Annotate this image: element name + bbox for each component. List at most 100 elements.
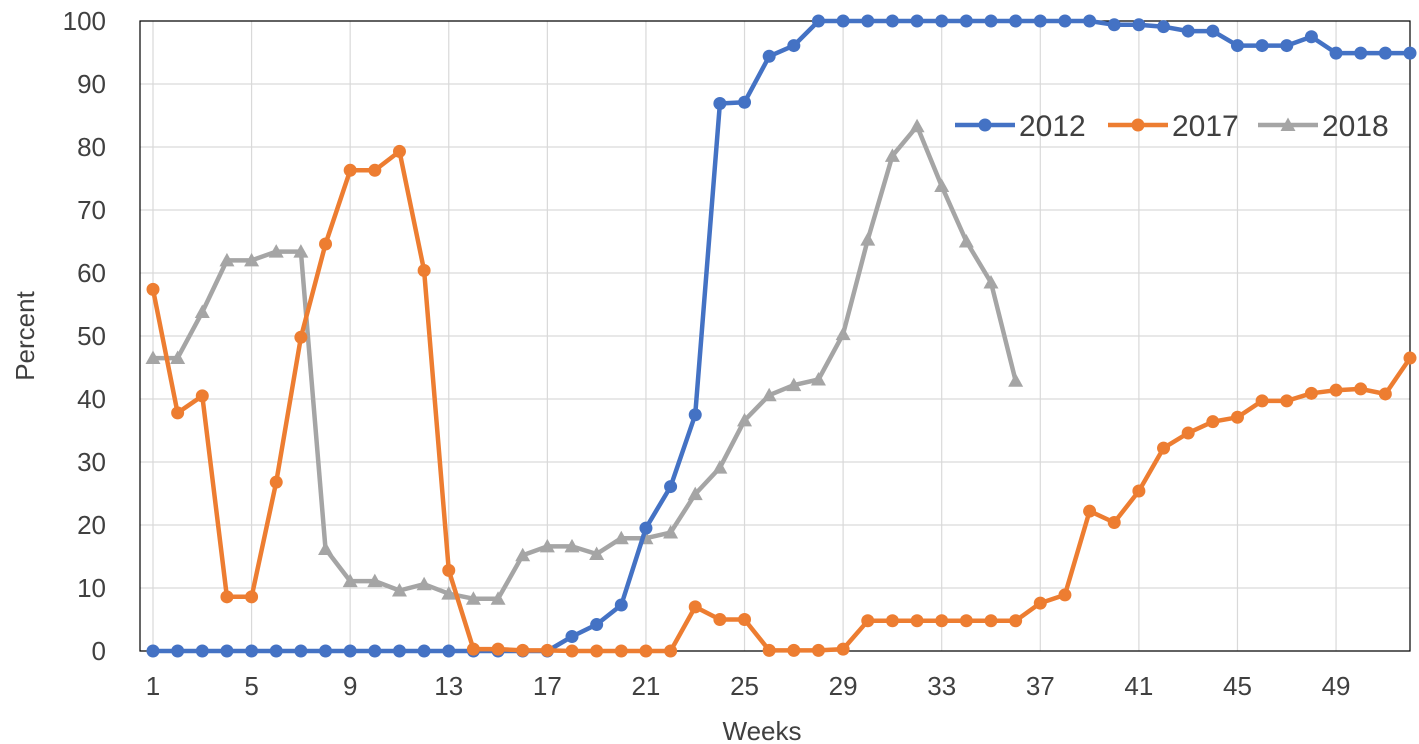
data-point-2012 bbox=[171, 644, 185, 658]
data-point-2017 bbox=[614, 644, 628, 658]
data-point-2017 bbox=[836, 642, 850, 656]
data-point-2012 bbox=[565, 630, 579, 644]
data-point-2012 bbox=[417, 644, 431, 658]
data-point-2012 bbox=[319, 644, 333, 658]
series-layer bbox=[145, 14, 1417, 658]
data-point-2018 bbox=[490, 591, 506, 605]
data-point-2018 bbox=[441, 586, 457, 600]
data-point-2012 bbox=[1280, 39, 1294, 53]
data-point-2018 bbox=[367, 573, 383, 588]
data-point-2018 bbox=[170, 350, 186, 365]
data-point-2018 bbox=[293, 244, 309, 258]
data-point-2012 bbox=[392, 644, 406, 658]
y-tick-label: 80 bbox=[77, 132, 106, 162]
data-point-2017 bbox=[1304, 386, 1318, 400]
data-point-2017 bbox=[294, 330, 308, 344]
data-point-2012 bbox=[978, 118, 992, 132]
data-point-2018 bbox=[465, 591, 481, 605]
data-point-2017 bbox=[220, 590, 234, 604]
series-line-2017 bbox=[150, 149, 1413, 654]
data-point-2018 bbox=[268, 244, 284, 258]
data-point-2017 bbox=[146, 282, 160, 296]
data-point-2012 bbox=[688, 408, 702, 422]
data-point-2018 bbox=[761, 387, 777, 402]
data-point-2017 bbox=[466, 642, 480, 656]
data-point-2018 bbox=[219, 252, 235, 267]
y-tick-label: 10 bbox=[77, 573, 106, 603]
data-point-2018 bbox=[786, 377, 802, 392]
data-point-2012 bbox=[1107, 18, 1121, 32]
data-point-2018 bbox=[515, 547, 531, 562]
data-point-2018 bbox=[958, 234, 974, 248]
data-point-2017 bbox=[1378, 387, 1392, 401]
data-point-2017 bbox=[590, 644, 604, 658]
legend-item-2018: 2018 bbox=[1258, 110, 1389, 143]
data-point-2017 bbox=[171, 406, 185, 420]
data-point-2017 bbox=[959, 614, 973, 628]
data-point-2017 bbox=[713, 613, 727, 626]
series-line-2012 bbox=[150, 18, 1413, 654]
data-point-2012 bbox=[935, 14, 949, 28]
data-point-2017 bbox=[319, 237, 333, 251]
data-point-2017 bbox=[1230, 410, 1244, 424]
x-tick-label: 21 bbox=[631, 671, 660, 701]
data-point-2018 bbox=[860, 232, 876, 246]
x-axis-ticks: 1 5 9 13 17 21 25 29 33 37 41 45 49 bbox=[146, 671, 1351, 701]
y-tick-label: 70 bbox=[77, 195, 106, 225]
data-point-2017 bbox=[811, 643, 825, 657]
data-point-2018 bbox=[983, 274, 999, 289]
data-point-2017 bbox=[1131, 118, 1145, 132]
data-point-2018 bbox=[884, 148, 900, 162]
data-point-2012 bbox=[959, 14, 973, 28]
data-point-2012 bbox=[639, 521, 653, 535]
data-point-2017 bbox=[269, 475, 283, 489]
x-tick-label: 49 bbox=[1322, 671, 1351, 701]
data-point-2018 bbox=[416, 576, 432, 591]
data-point-2017 bbox=[787, 643, 801, 657]
data-point-2018 bbox=[934, 178, 950, 193]
legend-item-2017: 2017 bbox=[1108, 110, 1239, 143]
data-point-2018 bbox=[342, 573, 358, 588]
data-point-2012 bbox=[787, 39, 801, 53]
legend-label: 2017 bbox=[1172, 110, 1239, 143]
data-point-2017 bbox=[1206, 415, 1220, 429]
data-point-2018 bbox=[712, 460, 728, 474]
data-point-2018 bbox=[589, 546, 605, 560]
data-point-2012 bbox=[1378, 46, 1392, 60]
data-point-2012 bbox=[811, 14, 825, 28]
x-tick-label: 33 bbox=[927, 671, 956, 701]
x-tick-label: 1 bbox=[146, 671, 160, 701]
data-point-2017 bbox=[245, 590, 259, 604]
data-point-2018 bbox=[194, 304, 210, 319]
legend-item-2012: 2012 bbox=[955, 110, 1086, 143]
data-point-2017 bbox=[1083, 504, 1097, 518]
data-point-2017 bbox=[1033, 596, 1047, 610]
data-point-2018 bbox=[737, 412, 753, 427]
y-axis-ticks: 0 10 20 30 40 50 60 70 80 90 100 bbox=[63, 6, 106, 666]
data-point-2018 bbox=[318, 541, 334, 555]
data-point-2012 bbox=[762, 49, 776, 63]
y-tick-label: 50 bbox=[77, 321, 106, 351]
data-point-2018 bbox=[835, 326, 851, 341]
data-point-2017 bbox=[1107, 515, 1121, 529]
data-point-2018 bbox=[145, 350, 161, 365]
data-point-2017 bbox=[639, 644, 653, 658]
data-point-2018 bbox=[564, 538, 580, 553]
data-point-2017 bbox=[762, 643, 776, 657]
y-tick-label: 100 bbox=[63, 6, 106, 36]
data-point-2012 bbox=[1009, 14, 1023, 28]
data-point-2017 bbox=[935, 614, 949, 628]
data-point-2017 bbox=[885, 614, 899, 628]
data-point-2012 bbox=[1329, 46, 1343, 60]
data-point-2017 bbox=[1403, 351, 1417, 365]
data-point-2017 bbox=[664, 644, 678, 658]
data-point-2012 bbox=[220, 644, 234, 658]
legend: 2012 2017 2018 bbox=[955, 110, 1389, 143]
x-tick-label: 9 bbox=[343, 671, 357, 701]
legend-label: 2018 bbox=[1322, 110, 1389, 143]
data-point-2018 bbox=[687, 486, 703, 501]
series-line-2018 bbox=[150, 123, 1018, 601]
data-point-2017 bbox=[738, 613, 752, 626]
